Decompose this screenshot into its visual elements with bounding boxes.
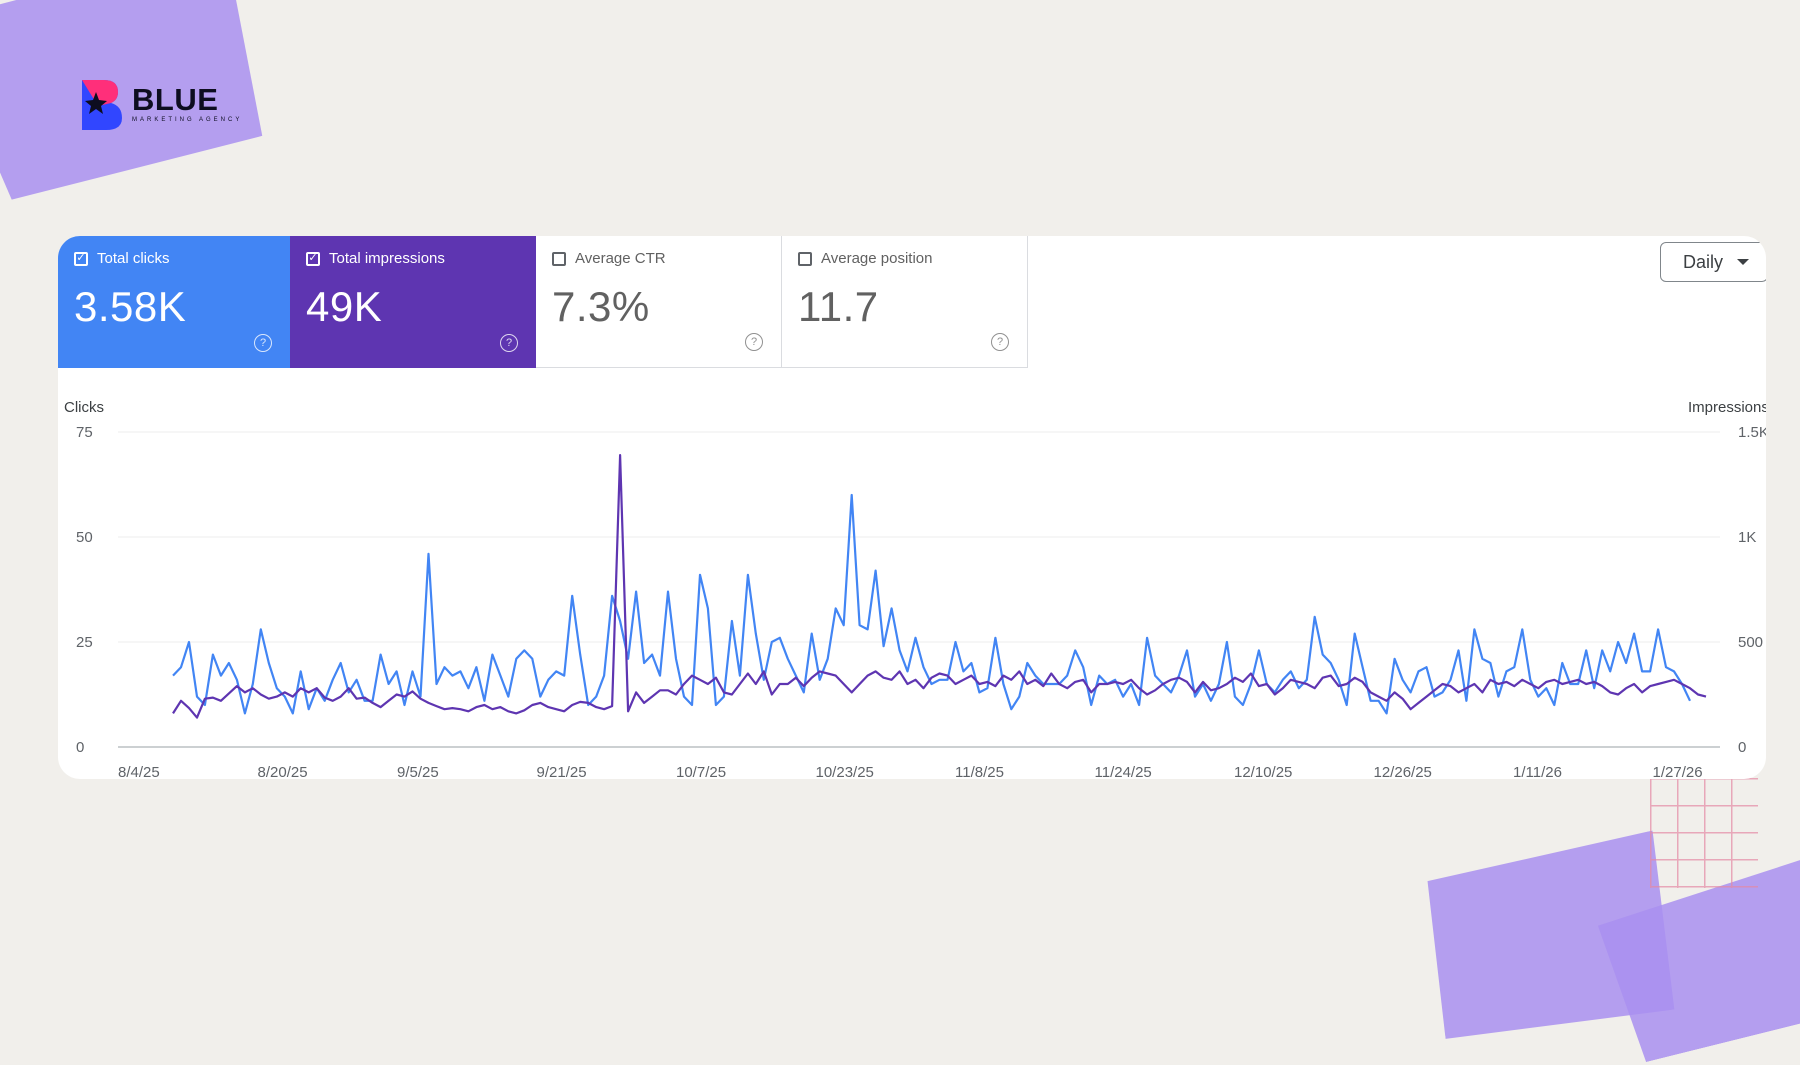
brand-logo: BLUE MARKETING AGENCY — [78, 76, 242, 132]
x-tick-label: 1/11/26 — [1513, 764, 1562, 779]
metric-value: 3.58K — [74, 283, 187, 330]
x-tick-label: 8/4/25 — [118, 764, 160, 779]
caret-down-icon — [1737, 259, 1750, 265]
y-axis-title-right: Impressions — [1688, 399, 1766, 416]
help-icon[interactable]: ? — [991, 333, 1009, 351]
checkbox-checked-icon[interactable]: ✓ — [74, 251, 88, 266]
y-tick-label-right: 500 — [1738, 634, 1763, 651]
performance-chart: 0 25 50 75 0 500 1K 1.5K Clicks Impressions 8/4/25… — [64, 399, 1766, 779]
x-tick-label: 9/5/25 — [397, 764, 439, 779]
y-tick-label-right: 0 — [1738, 739, 1746, 756]
y-axis-title-left: Clicks — [64, 399, 104, 416]
help-icon[interactable]: ? — [254, 334, 272, 352]
brand-name: BLUE — [132, 82, 219, 117]
help-icon[interactable]: ? — [745, 333, 763, 351]
x-tick-label: 1/27/26 — [1653, 764, 1703, 779]
metric-value: 7.3% — [552, 283, 650, 330]
granularity-selected: Daily — [1683, 251, 1724, 272]
y-tick-label-right: 1K — [1738, 529, 1756, 546]
brand-tagline: MARKETING AGENCY — [132, 117, 243, 123]
x-tick-label: 8/20/25 — [258, 764, 308, 779]
metric-tile-total-impressions[interactable]: ✓ Total impressions 49K ? — [290, 236, 536, 368]
metric-tile-average-position[interactable]: Average position 11.7 ? — [782, 236, 1028, 368]
metric-tile-average-ctr[interactable]: Average CTR 7.3% ? — [536, 236, 782, 368]
y-tick-label-left: 25 — [76, 634, 93, 651]
series-line-impressions — [172, 454, 1707, 719]
metric-value: 11.7 — [798, 283, 879, 330]
decorative-grid — [1650, 778, 1758, 888]
x-tick-label: 12/26/25 — [1374, 764, 1432, 779]
logo-mark-icon — [82, 80, 122, 130]
x-tick-label: 11/24/25 — [1095, 764, 1152, 779]
performance-card: ✓ Total clicks 3.58K ? ✓ Total impressio… — [58, 236, 1766, 779]
y-tick-label-left: 50 — [76, 529, 93, 546]
y-tick-label-right: 1.5K — [1738, 424, 1766, 441]
x-tick-label: 12/10/25 — [1234, 764, 1292, 779]
help-icon[interactable]: ? — [500, 334, 518, 352]
metric-label: Total impressions — [329, 250, 445, 267]
granularity-dropdown[interactable]: Daily — [1660, 242, 1766, 282]
x-tick-label: 10/7/25 — [676, 764, 726, 779]
metric-label: Average position — [821, 250, 933, 267]
x-tick-label: 9/21/25 — [537, 764, 587, 779]
series-line-clicks — [172, 493, 1691, 715]
metric-label: Average CTR — [575, 250, 666, 267]
metric-label: Total clicks — [97, 250, 170, 267]
checkbox-unchecked-icon[interactable] — [552, 251, 566, 266]
metric-tile-total-clicks[interactable]: ✓ Total clicks 3.58K ? — [58, 236, 290, 368]
y-tick-label-left: 75 — [76, 424, 93, 441]
metric-value: 49K — [306, 283, 383, 330]
checkbox-unchecked-icon[interactable] — [798, 251, 812, 266]
x-tick-label: 10/23/25 — [816, 764, 874, 779]
metric-tiles: ✓ Total clicks 3.58K ? ✓ Total impressio… — [58, 236, 1028, 368]
checkbox-checked-icon[interactable]: ✓ — [306, 251, 320, 266]
y-tick-label-left: 0 — [76, 739, 84, 756]
x-tick-label: 11/8/25 — [955, 764, 1004, 779]
